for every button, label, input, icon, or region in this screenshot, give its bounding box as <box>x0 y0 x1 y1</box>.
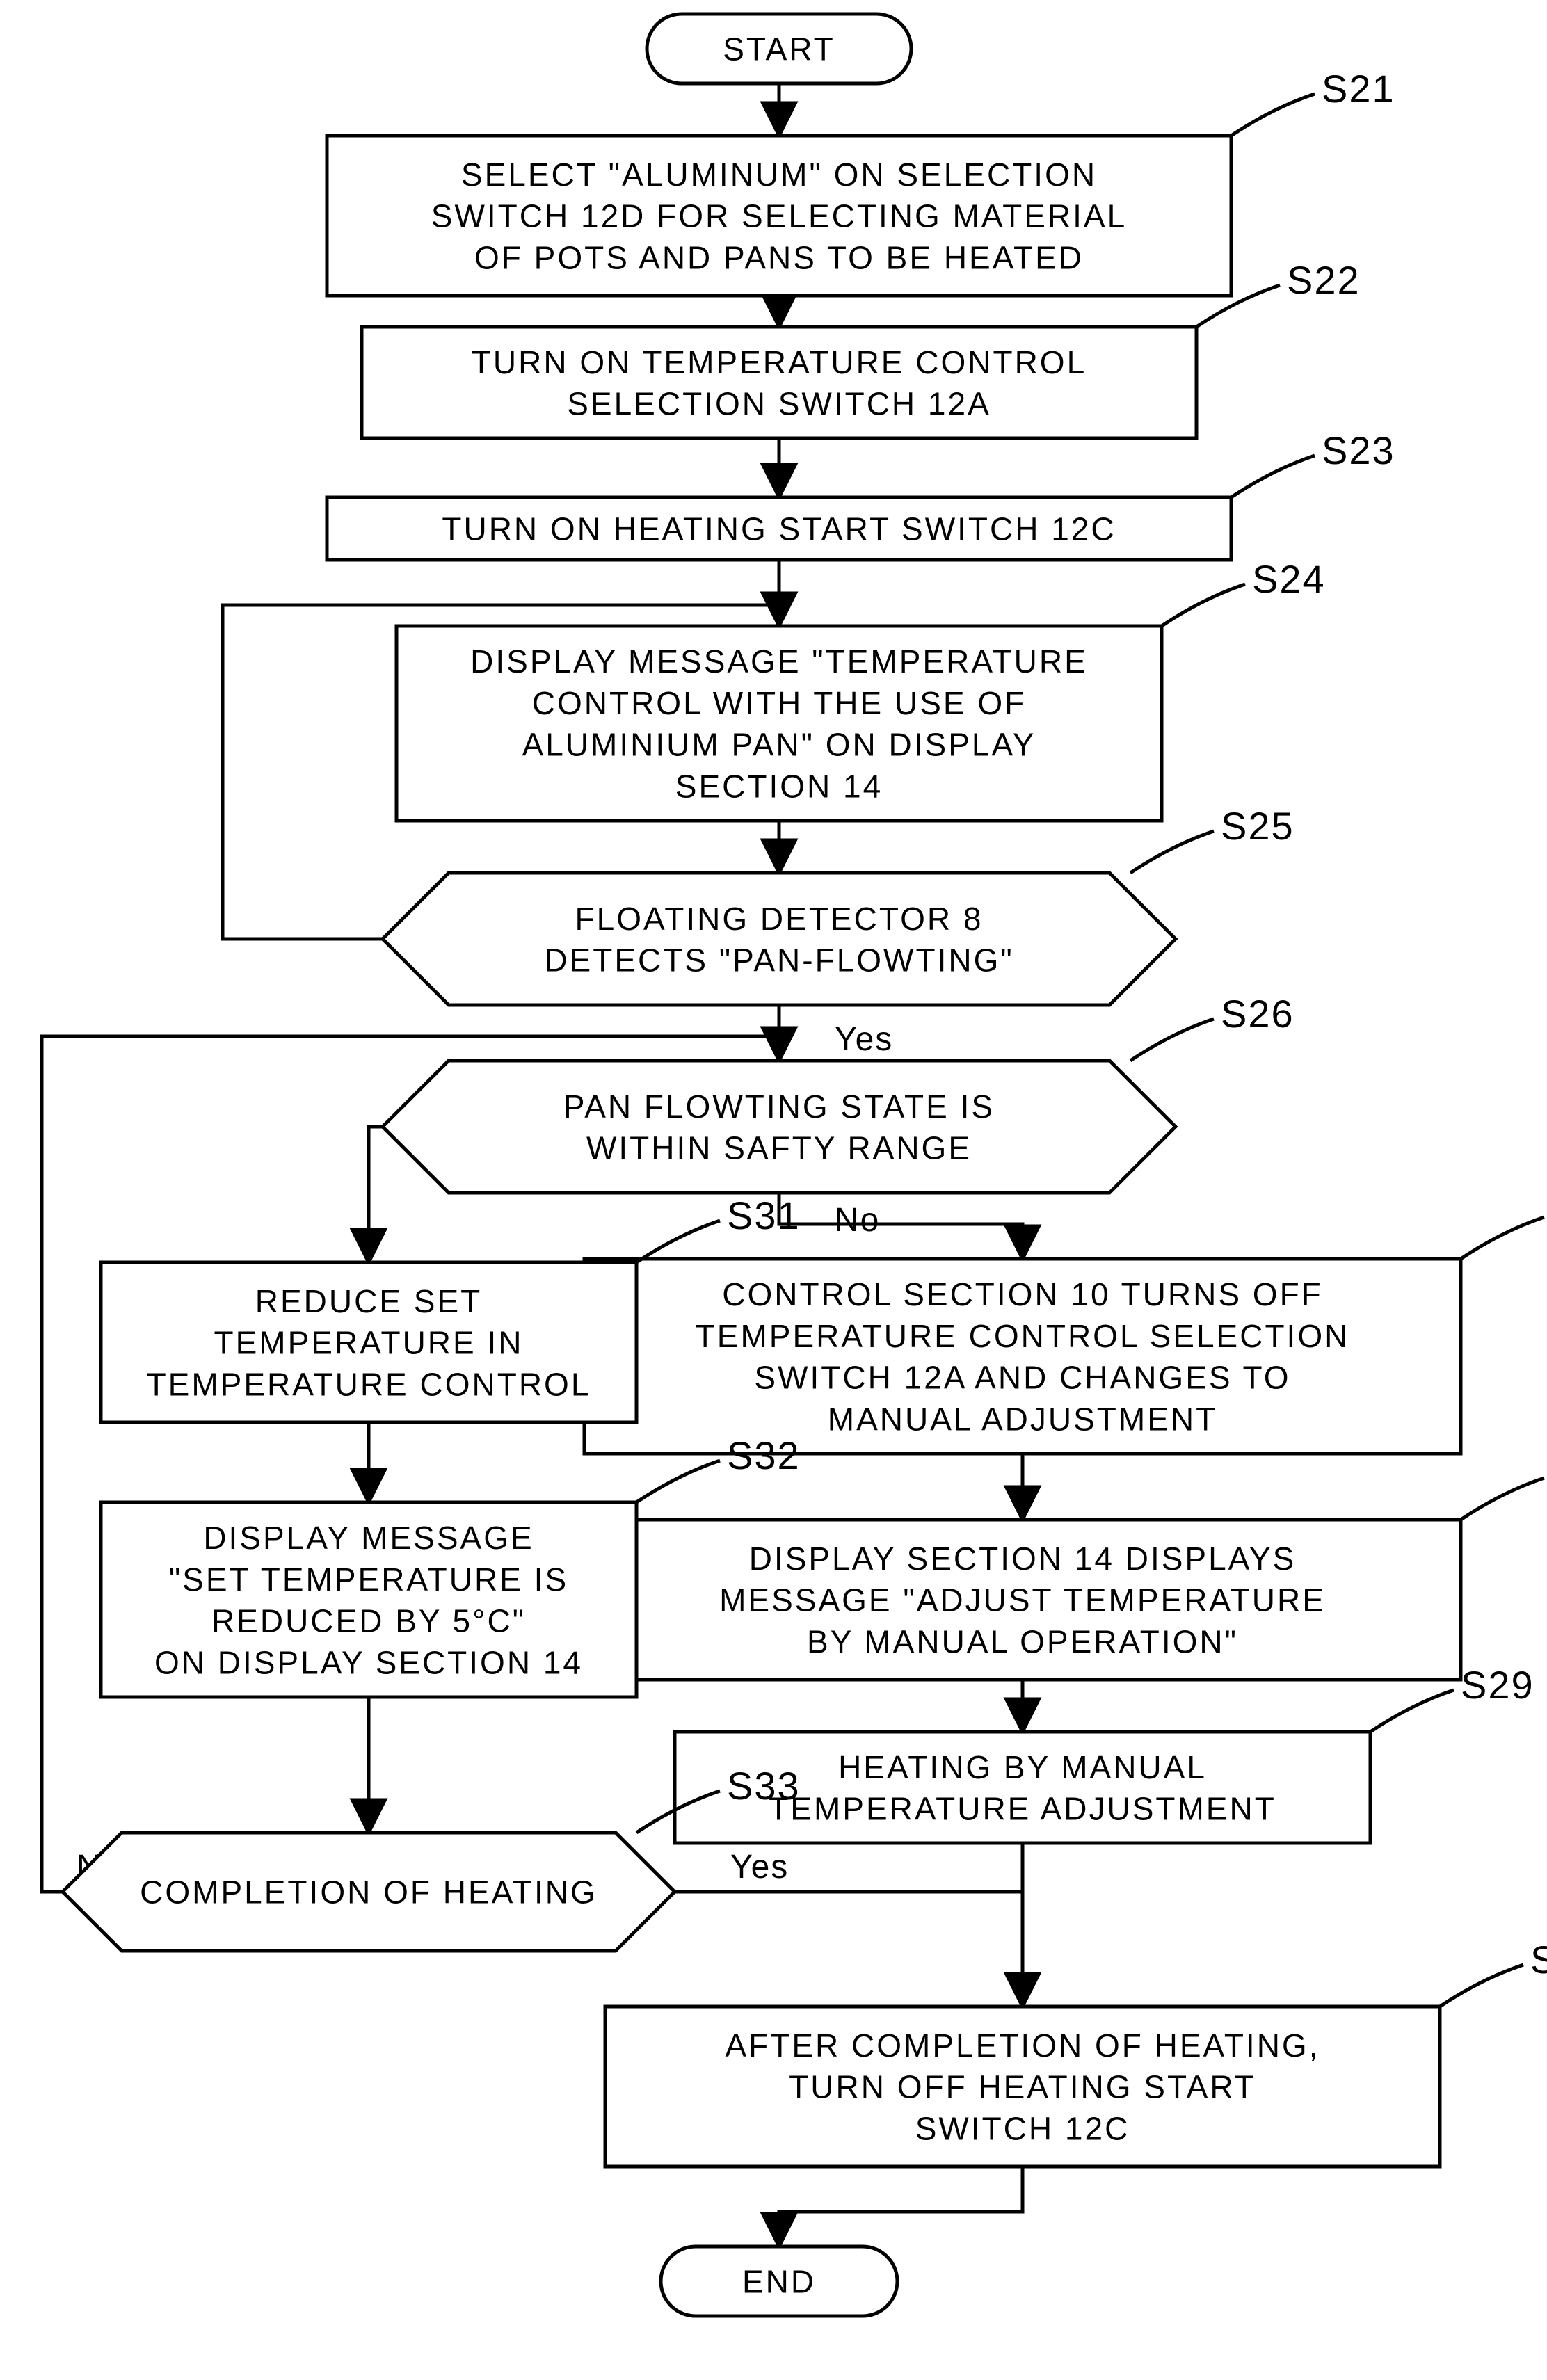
node-text: DISPLAY SECTION 14 DISPLAYSMESSAGE "ADJU… <box>719 1541 1326 1660</box>
step-label: S29 <box>1461 1663 1534 1707</box>
edge-label: Yes <box>835 1021 893 1058</box>
step-leader <box>1461 1478 1544 1520</box>
node-text: START <box>723 31 835 67</box>
step-label: S21 <box>1322 67 1395 111</box>
edge-label: Yes <box>730 1849 789 1885</box>
step-label: S26 <box>1221 992 1294 1036</box>
step-leader <box>1370 1690 1454 1732</box>
edge <box>779 2166 1023 2246</box>
step-leader <box>1162 584 1245 626</box>
step-label: S33 <box>727 1764 801 1808</box>
step-label: S24 <box>1252 557 1326 601</box>
decision <box>383 1061 1176 1193</box>
edge <box>369 1127 383 1262</box>
step-leader <box>1231 456 1315 497</box>
step-label: S31 <box>727 1193 801 1237</box>
step-leader <box>1130 831 1214 873</box>
step-leader <box>1461 1217 1544 1259</box>
step-label: S32 <box>727 1433 801 1477</box>
node-text: SELECT "ALUMINUM" ON SELECTIONSWITCH 12D… <box>431 156 1127 276</box>
step-label: S22 <box>1287 258 1361 302</box>
step-leader <box>636 1461 720 1502</box>
node-text: COMPLETION OF HEATING <box>140 1874 598 1911</box>
edge-label: No <box>835 1202 880 1239</box>
step-label: S25 <box>1221 804 1294 848</box>
flowchart-canvas: NoYesYesNoNoYesSTARTSELECT "ALUMINUM" ON… <box>0 0 1547 2380</box>
step-label: S23 <box>1322 428 1395 472</box>
step-leader <box>1440 1965 1523 2007</box>
step-leader <box>1130 1019 1214 1061</box>
node-text: END <box>742 2264 816 2300</box>
edge <box>779 1193 1023 1259</box>
step-leader <box>636 1221 720 1262</box>
step-leader <box>1231 94 1315 136</box>
step-label: S30 <box>1530 1938 1547 1981</box>
decision <box>383 873 1176 1005</box>
node-text: TURN ON HEATING START SWITCH 12C <box>442 511 1116 547</box>
